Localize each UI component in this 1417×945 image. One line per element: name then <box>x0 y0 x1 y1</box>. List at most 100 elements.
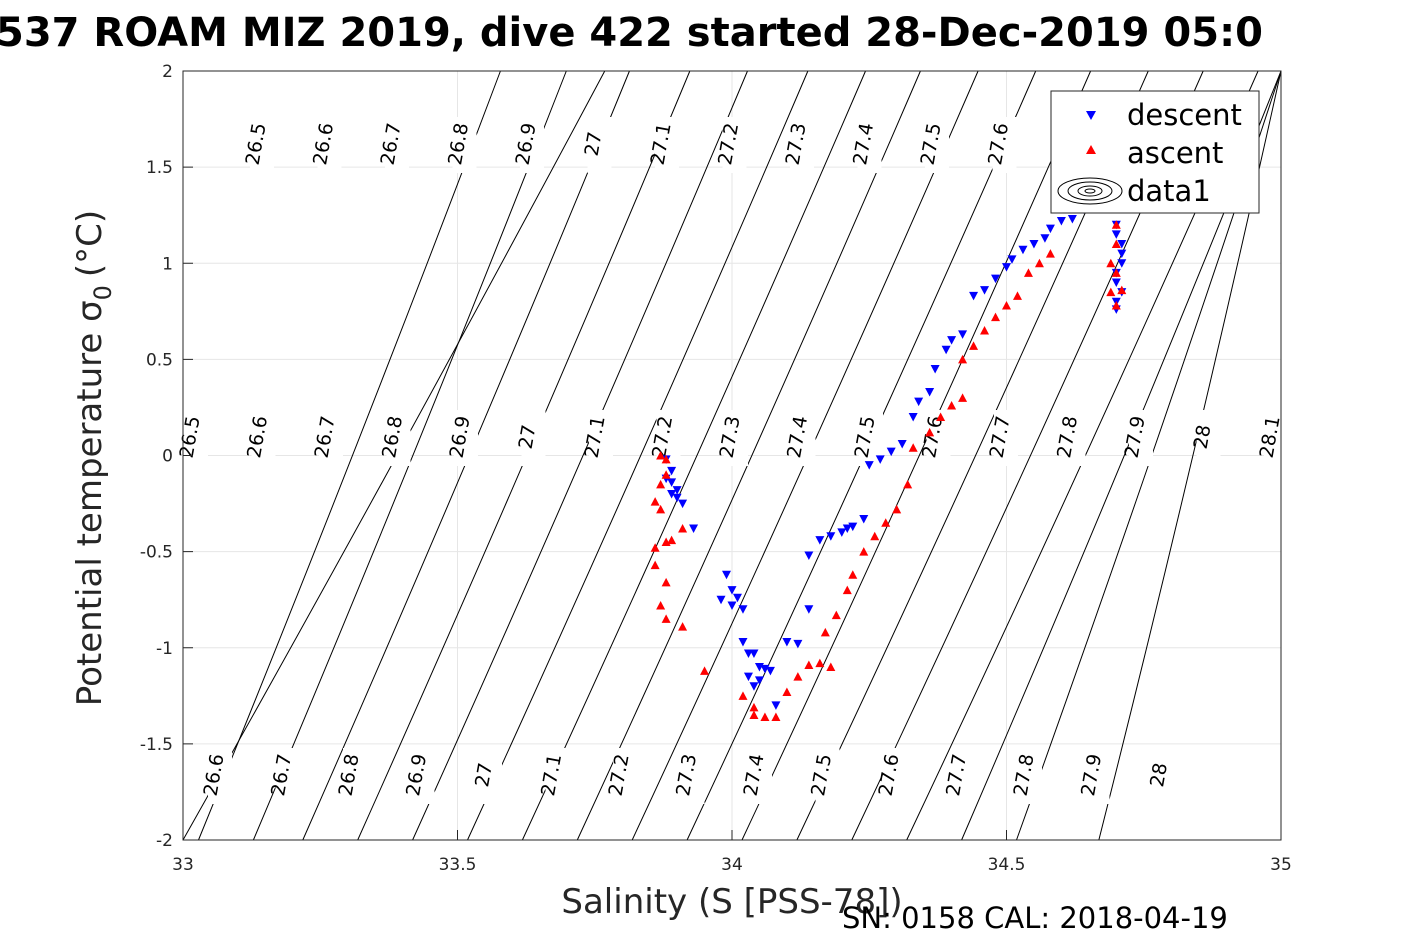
contour-label-backdrop <box>722 117 747 173</box>
contour-label-backdrop <box>1196 410 1221 466</box>
contour-label: 28 <box>1190 423 1216 451</box>
density-contour-line <box>576 70 921 841</box>
descent-point <box>991 274 1001 284</box>
ascent-point <box>650 543 660 552</box>
descent-point <box>837 528 847 537</box>
density-contour-line <box>412 70 748 841</box>
contour-label-backdrop <box>250 117 274 173</box>
descent-point <box>1018 245 1028 255</box>
ascent-point <box>1023 268 1033 277</box>
ascent-point <box>804 660 814 670</box>
contour-label-backdrop <box>613 748 637 804</box>
contour-label-backdrop <box>680 748 705 804</box>
ascent-point <box>826 662 836 671</box>
contour-label-backdrop <box>319 410 343 466</box>
contour-label-backdrop <box>478 748 502 804</box>
contour-label-backdrop <box>1085 748 1110 804</box>
descent-point <box>732 593 742 603</box>
descent-point <box>716 595 726 605</box>
contour-label-backdrop <box>386 410 411 466</box>
density-contour-line <box>521 70 866 841</box>
descent-point <box>749 682 759 691</box>
descent-point <box>1111 230 1121 239</box>
descent-point <box>804 605 814 614</box>
contour-label-backdrop <box>520 117 544 173</box>
descent-point <box>947 336 957 345</box>
ascent-point <box>859 547 869 556</box>
descent-point <box>1040 234 1050 243</box>
descent-point <box>1029 240 1039 249</box>
ascent-point <box>1002 301 1011 310</box>
ascent-point <box>947 401 957 410</box>
descent-point <box>727 601 737 610</box>
ascent-point <box>1034 258 1044 268</box>
ascent-point <box>892 504 902 514</box>
ascent-point <box>1111 220 1121 229</box>
density-contour-line <box>198 70 501 841</box>
contour-label-backdrop <box>748 748 772 804</box>
descent-point <box>914 397 924 407</box>
ascent-point <box>667 535 677 545</box>
descent-point <box>826 532 836 541</box>
ascent-point <box>782 687 792 696</box>
contour-label-backdrop <box>587 117 612 173</box>
contour-label-backdrop <box>992 117 1017 173</box>
descent-point <box>930 364 940 374</box>
descent-point <box>925 388 935 397</box>
contour-label-backdrop <box>521 410 546 466</box>
contour-label-backdrop <box>1153 748 1177 804</box>
x-tick-label: 33 <box>172 855 194 875</box>
contour-label-backdrop <box>883 748 907 804</box>
contour-label-backdrop <box>815 748 840 804</box>
descent-point <box>864 461 874 470</box>
y-tick-label: 1.5 <box>146 158 173 178</box>
ascent-point <box>760 712 770 721</box>
ascent-point <box>700 666 710 675</box>
ascent-point <box>650 560 660 570</box>
contour-label-backdrop <box>724 410 748 466</box>
ascent-point <box>991 312 1001 322</box>
ascent-point <box>656 479 666 489</box>
contour-label-backdrop <box>925 117 949 173</box>
ascent-point <box>661 470 671 479</box>
descent-point <box>689 524 699 534</box>
contour-label-backdrop <box>251 410 276 466</box>
x-axis-ticks: 33 33.5 34 34.5 35 <box>172 830 1292 875</box>
ascent-point <box>1111 268 1121 277</box>
descent-point <box>743 672 753 682</box>
descent-point <box>1117 240 1127 249</box>
ascent-point <box>881 518 891 527</box>
ascent-point <box>1106 258 1116 268</box>
x-tick-label: 34.5 <box>988 855 1026 875</box>
legend: descent ascent data1 <box>1050 90 1260 214</box>
ascent-point <box>831 610 841 620</box>
descent-point <box>765 666 775 676</box>
descent-point <box>672 486 682 495</box>
y-tick-label: -2 <box>156 831 173 851</box>
legend-ascent-marker <box>1086 145 1096 154</box>
contour-label-backdrop <box>208 748 232 804</box>
descent-point <box>1045 224 1055 234</box>
y-tick-label: 0 <box>162 447 173 467</box>
ascent-point <box>1045 249 1055 258</box>
ascent-point <box>656 504 666 514</box>
descent-point <box>1111 278 1121 287</box>
descent-point <box>1067 215 1077 224</box>
ascent-point <box>815 658 825 668</box>
ascent-point <box>1106 287 1116 297</box>
y-tick-label: -0.5 <box>140 543 173 563</box>
ascent-point <box>749 710 759 720</box>
contour-label-backdrop <box>1018 748 1042 804</box>
ascent-point <box>656 600 666 610</box>
contour-label-backdrop <box>950 748 975 804</box>
ascent-point <box>1012 291 1022 300</box>
contour-label: 28 <box>1146 761 1172 789</box>
contour-label-backdrop <box>857 117 882 173</box>
ascent-point <box>678 622 688 631</box>
descent-point <box>782 637 792 647</box>
legend-data1-marker <box>1057 177 1123 205</box>
descent-point <box>804 551 814 560</box>
contour-label-backdrop <box>385 117 409 173</box>
ascent-point <box>980 326 990 335</box>
